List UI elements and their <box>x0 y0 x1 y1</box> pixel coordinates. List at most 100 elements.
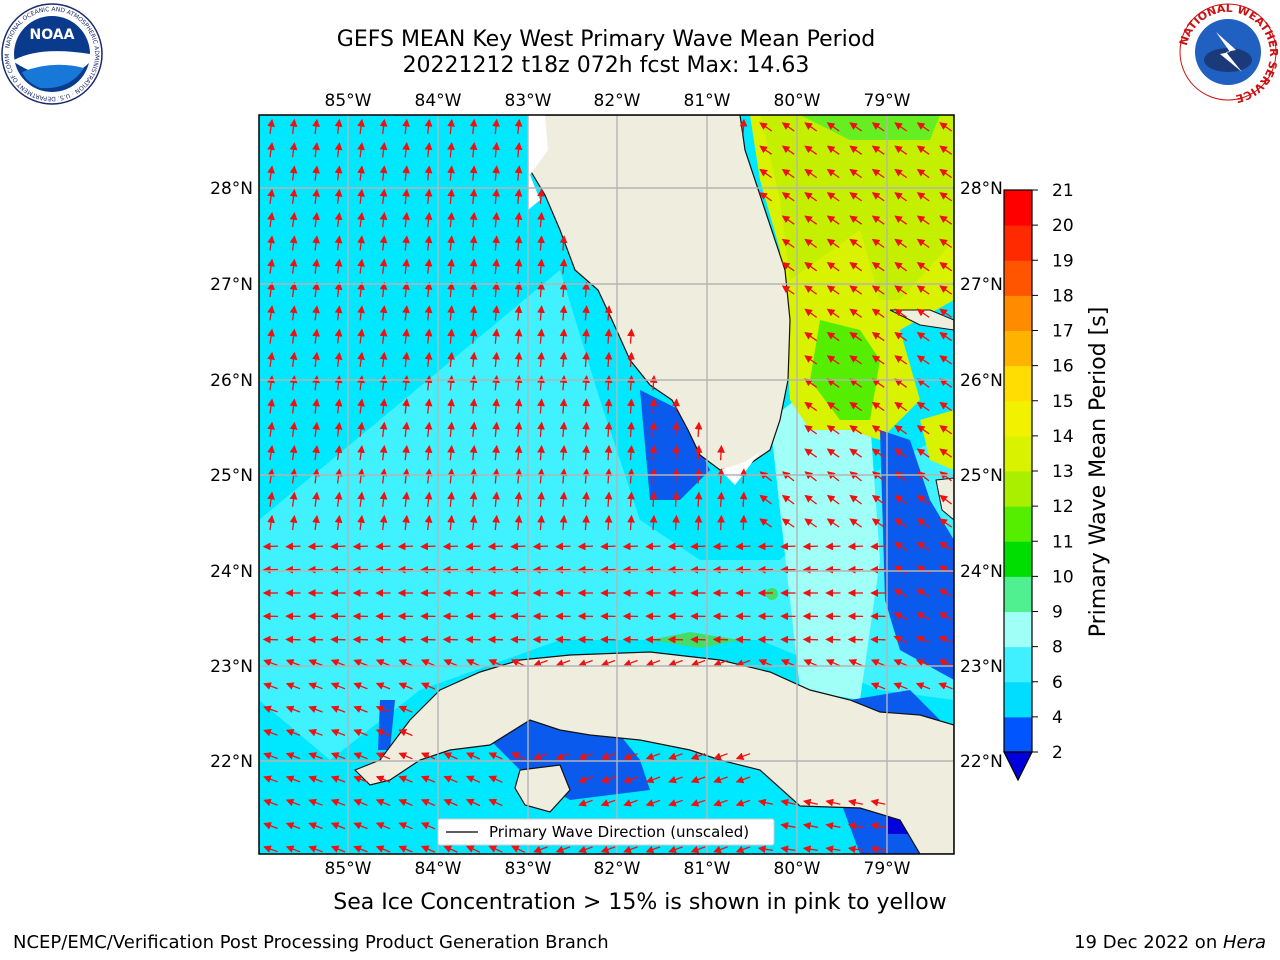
wave-arrow <box>312 165 320 181</box>
wave-arrow <box>781 238 795 249</box>
wave-arrow <box>739 491 748 507</box>
wave-arrow <box>604 514 613 531</box>
wave-arrow <box>398 705 413 713</box>
wave-arrow <box>604 328 613 344</box>
wave-arrow <box>488 752 503 760</box>
wave-arrow <box>308 798 323 807</box>
wave-arrow <box>672 398 680 414</box>
wave-arrow <box>717 491 725 507</box>
wave-arrow <box>379 281 388 298</box>
wave-arrow <box>894 238 908 249</box>
wave-arrow <box>353 798 368 807</box>
wave-arrow <box>871 401 885 412</box>
wave-arrow <box>312 491 320 507</box>
wave-arrow <box>379 118 388 135</box>
wave-arrow <box>649 398 658 414</box>
wave-arrow <box>916 168 930 179</box>
wave-arrow <box>894 541 908 551</box>
wave-arrow <box>894 262 908 272</box>
wave-arrow <box>759 168 773 179</box>
wave-arrow <box>600 752 616 760</box>
wave-arrow <box>334 305 343 321</box>
wave-arrow <box>712 542 729 551</box>
wave-arrow <box>690 752 706 760</box>
wave-arrow <box>826 122 840 132</box>
wave-arrow <box>826 192 840 202</box>
wave-arrow <box>623 659 638 667</box>
wave-arrow <box>559 258 568 274</box>
latitude-label: 25°N <box>960 466 1003 486</box>
wave-arrow <box>668 659 683 667</box>
wave-arrow <box>379 491 388 507</box>
wave-arrow <box>604 468 613 484</box>
wave-arrow <box>357 398 365 414</box>
wave-arrow <box>424 235 433 251</box>
wave-arrow <box>424 142 433 158</box>
wave-arrow <box>672 514 680 531</box>
wave-arrow <box>759 145 773 155</box>
wave-arrow <box>735 775 751 784</box>
wave-arrow <box>645 659 661 667</box>
wave-arrow <box>492 375 500 391</box>
latitude-label: 25°N <box>210 466 253 486</box>
credit-right: 19 Dec 2022 on Hera <box>1074 932 1266 953</box>
wave-arrow <box>469 258 478 274</box>
latitude-label: 22°N <box>210 752 253 772</box>
wave-arrow <box>487 542 504 551</box>
wave-arrow <box>582 305 590 321</box>
wave-arrow <box>469 491 478 507</box>
wave-arrow <box>757 798 773 807</box>
wave-arrow <box>402 328 410 344</box>
wave-arrow <box>285 728 301 737</box>
wave-arrow <box>672 421 680 437</box>
wave-arrow <box>627 351 635 368</box>
wave-arrow <box>375 775 391 783</box>
wave-arrow <box>492 188 500 204</box>
wave-arrow <box>357 514 365 531</box>
wave-arrow <box>916 238 930 249</box>
wave-arrow <box>847 798 863 807</box>
wave-arrow <box>424 328 433 344</box>
wave-arrow <box>357 142 365 158</box>
wave-arrow <box>623 775 638 784</box>
wave-arrow <box>781 145 795 155</box>
wave-arrow <box>289 235 298 251</box>
wave-arrow <box>379 258 388 274</box>
wave-arrow <box>870 682 886 690</box>
wave-arrow <box>334 468 343 484</box>
wave-arrow <box>537 351 545 368</box>
colorbar-tick-label: 18 <box>1052 286 1074 306</box>
wave-arrow <box>514 142 523 158</box>
wave-arrow <box>469 142 478 158</box>
wave-arrow <box>582 398 590 414</box>
wave-arrow <box>627 375 635 391</box>
wave-arrow <box>492 235 500 251</box>
wave-arrow <box>717 444 725 461</box>
wave-arrow <box>804 285 818 295</box>
wave-arrow <box>759 122 773 132</box>
wave-arrow <box>267 328 275 344</box>
wave-arrow <box>826 355 840 365</box>
wave-arrow <box>357 421 365 437</box>
wave-arrow <box>469 444 478 461</box>
wave-arrow <box>847 822 864 830</box>
wave-arrow <box>826 238 840 249</box>
colorbar-tick-label: 21 <box>1052 181 1074 201</box>
wave-arrow <box>267 468 275 484</box>
wave-arrow <box>267 118 275 134</box>
wave-arrow <box>804 262 818 272</box>
wave-arrow <box>447 351 455 368</box>
wave-arrow <box>849 425 863 435</box>
wave-arrow <box>375 542 391 551</box>
wave-arrow <box>510 542 526 551</box>
wave-arrow <box>488 659 503 667</box>
wave-arrow <box>514 514 523 531</box>
colorbar-segment <box>1004 330 1032 367</box>
wave-arrow <box>758 659 773 667</box>
wave-arrow <box>826 145 840 155</box>
wave-arrow <box>826 285 840 295</box>
wave-arrow <box>379 421 388 437</box>
wave-arrow <box>849 355 863 365</box>
wave-arrow <box>537 444 545 461</box>
